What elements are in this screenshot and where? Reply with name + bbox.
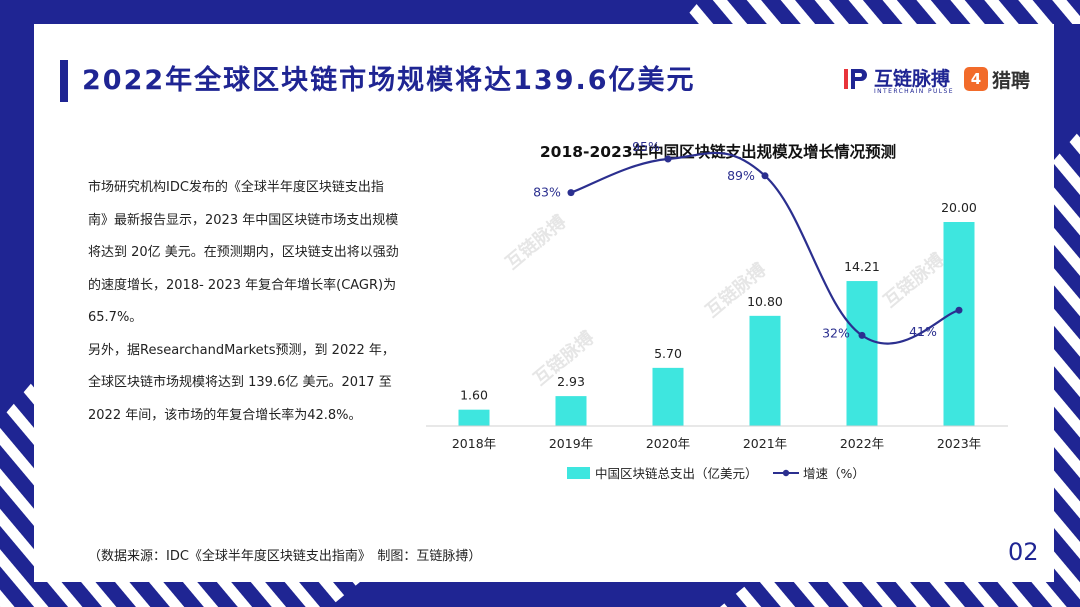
x-tick-label: 2020年 <box>646 436 690 451</box>
x-tick-label: 2019年 <box>549 436 593 451</box>
x-tick-label: 2023年 <box>937 436 981 451</box>
legend-line-marker <box>782 469 790 477</box>
growth-point <box>567 189 575 197</box>
logo-name: 互链脉搏 <box>874 68 951 90</box>
interchain-pulse-mark-icon <box>844 69 867 89</box>
bar-value-label: 1.60 <box>460 388 488 403</box>
svg-text:互链脉搏: 互链脉搏 <box>501 211 570 274</box>
bar-6 <box>943 222 975 426</box>
bar-3 <box>652 367 684 426</box>
content-card <box>34 24 1054 582</box>
description-text: 市场研究机构IDC发布的《全球半年度区块链支出指南》最新报告显示，2023 年中… <box>88 172 400 432</box>
page-number: 02 <box>1008 538 1039 566</box>
svg-text:互链脉搏: 互链脉搏 <box>701 259 770 322</box>
legend-line-label: 增速（%） <box>803 466 865 481</box>
growth-value-label: 41% <box>909 324 937 339</box>
chart-watermarks: 互链脉搏 互链脉搏 互链脉搏 互链脉搏 <box>501 211 948 390</box>
growth-value-label: 95% <box>632 139 660 154</box>
x-tick-label: 2022年 <box>840 436 884 451</box>
x-tick-label: 2018年 <box>452 436 496 451</box>
description-paragraph-1: 市场研究机构IDC发布的《全球半年度区块链支出指南》最新报告显示，2023 年中… <box>88 180 399 325</box>
x-tick-label: 2021年 <box>743 436 787 451</box>
growth-point <box>761 172 769 180</box>
title-accent-bar <box>60 60 68 102</box>
growth-line <box>570 151 960 345</box>
bar-5 <box>846 281 878 426</box>
growth-value-label: 83% <box>533 185 561 200</box>
bar-value-label: 2.93 <box>557 374 585 389</box>
description-paragraph-2: 另外，据ResearchandMarkets预测，到 2022 年，全球区块链市… <box>88 342 395 423</box>
bar-4 <box>749 315 781 426</box>
slide-title: 2022年全球区块链市场规模将达139.6亿美元 <box>82 65 696 96</box>
data-source-note: （数据来源：IDC《全球半年度区块链支出指南》 制图：互链脉搏） <box>88 549 482 564</box>
bar-1 <box>458 409 490 426</box>
growth-point <box>664 155 672 163</box>
growth-point <box>955 306 963 314</box>
bar-value-label: 10.80 <box>747 294 783 309</box>
liepin-name: 猎聘 <box>992 70 1031 92</box>
bar-2 <box>555 396 587 426</box>
liepin-mark-icon: 4 <box>964 67 988 91</box>
growth-value-label: 32% <box>822 325 850 340</box>
logo-english-name: INTERCHAIN PULSE <box>874 88 954 95</box>
legend-bar-label: 中国区块链总支出（亿美元） <box>595 466 758 481</box>
chart-title: 2018-2023年中国区块链支出规模及增长情况预测 <box>540 142 896 161</box>
bar-value-label: 20.00 <box>941 200 977 215</box>
bar-value-label: 5.70 <box>654 346 682 361</box>
legend-bar-swatch <box>567 467 590 479</box>
bar-value-label: 14.21 <box>844 259 880 274</box>
svg-text:互链脉搏: 互链脉搏 <box>879 249 948 312</box>
growth-value-label: 89% <box>727 168 755 183</box>
growth-point <box>858 331 866 339</box>
